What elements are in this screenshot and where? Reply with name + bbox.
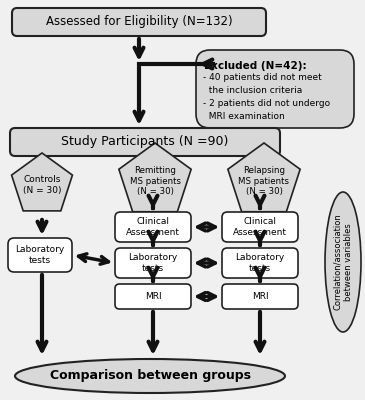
FancyBboxPatch shape xyxy=(115,284,191,309)
FancyBboxPatch shape xyxy=(115,248,191,278)
FancyBboxPatch shape xyxy=(196,50,354,128)
Text: Laboratory
tests: Laboratory tests xyxy=(128,253,178,273)
Text: Controls
(N = 30): Controls (N = 30) xyxy=(23,175,61,195)
Text: Clinical
Assessment: Clinical Assessment xyxy=(233,217,287,237)
Polygon shape xyxy=(228,143,300,212)
Text: Assessed for Eligibility (N=132): Assessed for Eligibility (N=132) xyxy=(46,16,232,28)
Text: Relapsing
MS patients
(N = 30): Relapsing MS patients (N = 30) xyxy=(238,166,289,196)
Text: Remitting
MS patients
(N = 30): Remitting MS patients (N = 30) xyxy=(130,166,181,196)
FancyBboxPatch shape xyxy=(222,212,298,242)
Text: Correlation/association
between variables: Correlation/association between variable… xyxy=(333,214,353,310)
Text: - 40 patients did not meet: - 40 patients did not meet xyxy=(203,73,322,82)
Polygon shape xyxy=(119,143,191,212)
Text: Clinical
Assessment: Clinical Assessment xyxy=(126,217,180,237)
Ellipse shape xyxy=(15,359,285,393)
Text: Laboratory
tests: Laboratory tests xyxy=(15,245,65,265)
Text: MRI: MRI xyxy=(252,292,268,301)
Text: - 2 patients did not undergo: - 2 patients did not undergo xyxy=(203,99,330,108)
FancyBboxPatch shape xyxy=(115,212,191,242)
FancyBboxPatch shape xyxy=(10,128,280,156)
Ellipse shape xyxy=(325,192,361,332)
Text: MRI: MRI xyxy=(145,292,161,301)
FancyBboxPatch shape xyxy=(222,284,298,309)
Text: the inclusion criteria: the inclusion criteria xyxy=(203,86,302,95)
Text: Study Participants (N =90): Study Participants (N =90) xyxy=(61,136,229,148)
Polygon shape xyxy=(12,153,72,211)
Text: Comparison between groups: Comparison between groups xyxy=(50,370,250,382)
Text: MRI examination: MRI examination xyxy=(203,112,285,121)
FancyBboxPatch shape xyxy=(12,8,266,36)
FancyBboxPatch shape xyxy=(8,238,72,272)
FancyBboxPatch shape xyxy=(222,248,298,278)
Text: Laboratory
tests: Laboratory tests xyxy=(235,253,285,273)
Text: Excluded (N=42):: Excluded (N=42): xyxy=(204,61,307,71)
